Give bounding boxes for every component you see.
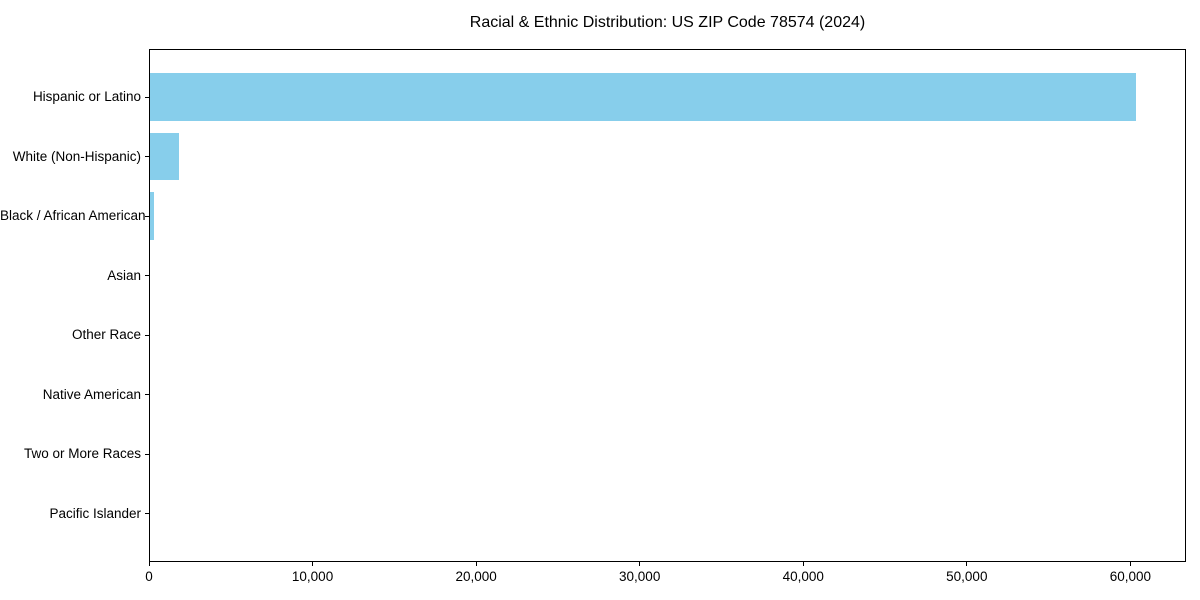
y-tick-mark <box>145 334 149 336</box>
x-tick-label: 0 <box>145 569 153 584</box>
x-tick-mark <box>475 562 477 566</box>
x-tick-label: 10,000 <box>291 569 334 584</box>
y-tick-label: Asian <box>107 267 141 283</box>
y-tick-label: Native American <box>42 386 141 402</box>
x-tick-mark <box>312 562 314 566</box>
y-tick-label: Two or More Races <box>23 446 141 462</box>
x-tick-mark <box>966 562 968 566</box>
y-tick-label: White (Non-Hispanic) <box>12 148 141 164</box>
x-tick-label: 30,000 <box>619 569 661 584</box>
x-tick-mark <box>802 562 804 566</box>
x-tick-mark <box>639 562 641 566</box>
x-tick-label: 40,000 <box>782 569 824 584</box>
y-tick-mark <box>145 513 149 515</box>
y-tick-label: Pacific Islander <box>49 505 141 521</box>
plot-area <box>149 49 1186 562</box>
x-tick-mark <box>148 562 150 566</box>
bar-white-non-hispanic- <box>150 132 180 181</box>
y-tick-mark <box>145 275 149 277</box>
y-tick-mark <box>145 394 149 396</box>
x-tick-mark <box>1129 562 1131 566</box>
y-tick-mark <box>145 156 149 158</box>
x-tick-label: 50,000 <box>946 569 988 584</box>
chart-title: Racial & Ethnic Distribution: US ZIP Cod… <box>469 14 866 31</box>
bar-hispanic-or-latino <box>150 73 1137 121</box>
y-tick-label: Other Race <box>71 327 141 343</box>
y-tick-mark <box>145 96 149 98</box>
bar-black-african-american <box>150 192 155 240</box>
x-tick-label: 20,000 <box>455 569 497 584</box>
y-tick-label: Hispanic or Latino <box>32 89 141 104</box>
y-tick-label: Black / African American <box>0 208 146 224</box>
y-tick-mark <box>145 453 149 455</box>
y-tick-mark <box>145 215 149 217</box>
x-tick-label: 60,000 <box>1109 569 1152 584</box>
